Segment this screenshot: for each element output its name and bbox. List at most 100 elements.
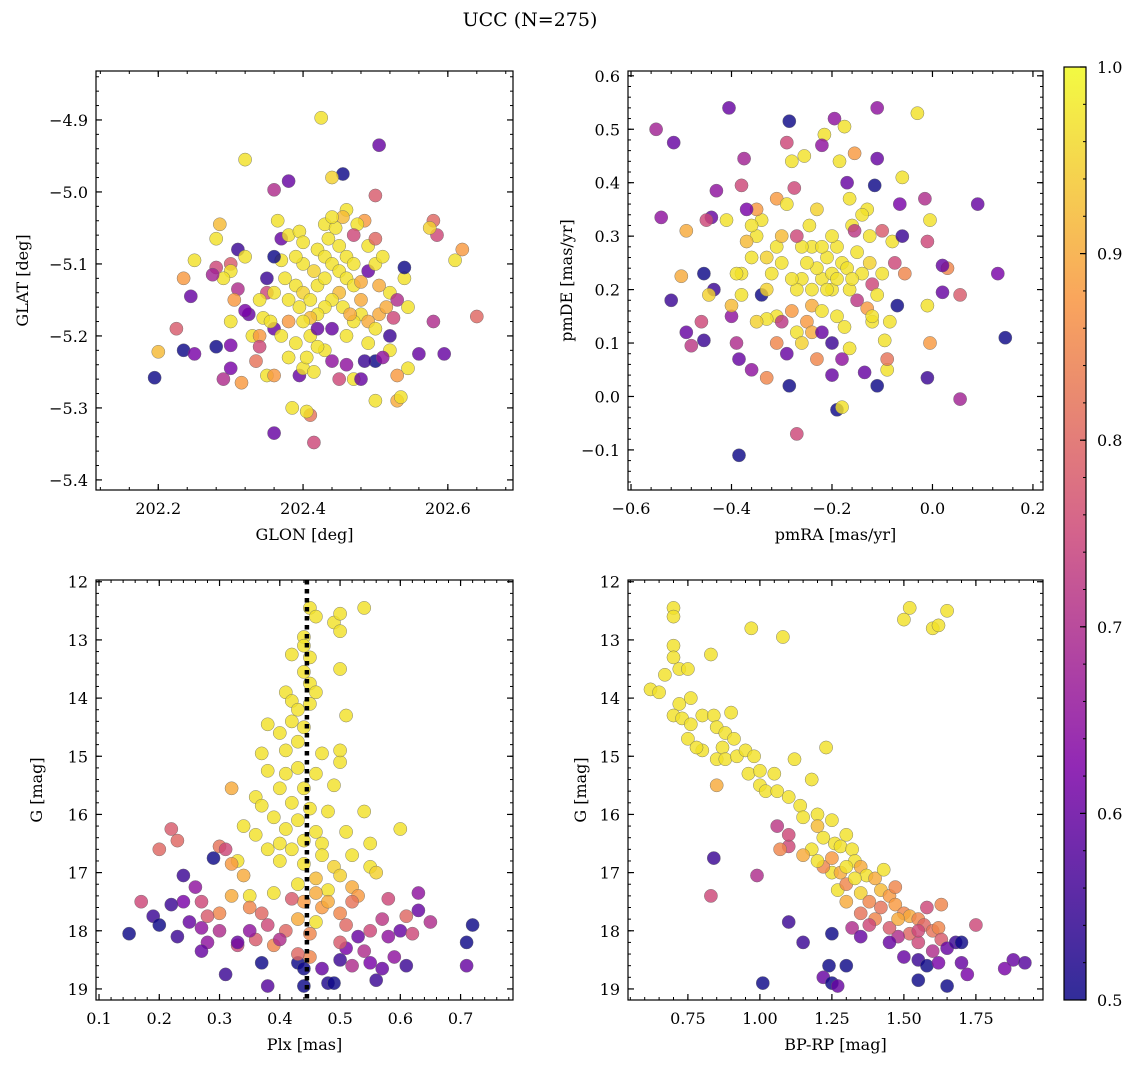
data-point: [238, 249, 252, 264]
data-point: [800, 256, 814, 270]
data-point: [369, 865, 384, 880]
data-point: [832, 154, 847, 169]
data-point: [853, 929, 868, 944]
data-point: [393, 924, 408, 938]
data-point: [704, 889, 718, 903]
data-point: [724, 705, 738, 720]
data-point: [820, 282, 834, 297]
data-point: [272, 836, 287, 851]
data-point: [773, 842, 787, 857]
data-point: [940, 979, 954, 993]
data-point: [888, 880, 903, 894]
y-tick-label: 0.2: [595, 281, 620, 300]
data-point: [855, 207, 869, 222]
data-point: [393, 822, 408, 836]
data-point: [782, 114, 797, 128]
data-point: [830, 309, 844, 324]
data-point: [654, 210, 669, 225]
data-point: [357, 601, 372, 615]
data-point: [810, 854, 825, 868]
data-point: [781, 828, 796, 842]
data-point: [238, 303, 252, 318]
subplot-3: 0.1 0.2 0.3 0.4 0.5 0.6 0.7 12 13 14 15 16 17 18 19 Plx…: [27, 573, 514, 1054]
data-point: [147, 370, 162, 385]
x-tick-label: −0.2: [813, 499, 852, 518]
data-point: [372, 278, 386, 293]
data-point: [274, 329, 289, 343]
data-point: [422, 221, 437, 235]
data-point: [780, 346, 794, 361]
data-point: [681, 662, 695, 676]
data-point: [868, 871, 882, 886]
data-point: [411, 903, 426, 918]
data-point: [890, 298, 905, 313]
data-point: [399, 958, 414, 973]
data-point: [853, 886, 868, 900]
data-point: [315, 746, 329, 761]
data-point: [187, 347, 202, 361]
data-point: [369, 973, 384, 988]
data-point: [785, 272, 799, 286]
data-point: [715, 740, 730, 755]
data-point: [267, 182, 281, 197]
data-point: [842, 341, 857, 356]
data-point: [920, 370, 935, 385]
data-point: [242, 900, 257, 915]
data-point: [345, 848, 359, 863]
y-axis-label: pmDE [mas/yr]: [557, 219, 576, 342]
data-point: [770, 819, 785, 833]
data-point: [877, 333, 892, 348]
data-point: [339, 357, 354, 372]
subplot-4: 0.75 1.00 1.25 1.50 1.75 12 13 14 15 16 17 18 19 BP-R…: [571, 573, 1044, 1054]
data-point: [709, 778, 724, 793]
data-point: [321, 894, 335, 909]
axes-frame: [95, 70, 514, 491]
data-point: [249, 354, 263, 368]
data-point: [291, 947, 305, 961]
data-point: [867, 178, 882, 193]
data-point: [325, 170, 339, 185]
data-point: [386, 311, 401, 325]
data-point: [260, 717, 275, 732]
data-point: [321, 883, 335, 897]
data-point: [223, 314, 238, 329]
data-point: [351, 929, 365, 944]
y-tick-label: 12: [600, 573, 620, 592]
data-point: [297, 781, 311, 796]
data-point: [291, 761, 305, 775]
data-point: [739, 234, 754, 249]
data-point: [734, 178, 749, 193]
data-point: [883, 314, 897, 329]
data-point: [248, 828, 263, 842]
data-point: [390, 293, 405, 307]
data-point: [284, 842, 299, 857]
data-point: [758, 784, 773, 799]
data-point: [702, 288, 716, 302]
data-point: [862, 894, 877, 909]
x-axis-label: Plx [mas]: [267, 1035, 342, 1054]
data-point: [759, 370, 774, 385]
data-point: [697, 266, 711, 281]
y-tick-label: 12: [68, 573, 88, 592]
data-point: [270, 213, 285, 228]
data-point: [325, 321, 339, 336]
data-point: [684, 717, 698, 732]
y-tick-label: 17: [600, 864, 620, 883]
data-point: [333, 624, 347, 639]
data-point: [339, 329, 354, 343]
data-point: [744, 362, 759, 377]
y-tick-label: −5.3: [49, 399, 88, 418]
data-point: [684, 338, 699, 353]
data-point: [379, 300, 394, 314]
x-tick-label: 202.4: [280, 499, 326, 518]
data-point: [354, 372, 368, 386]
y-tick-label: −5.2: [49, 327, 88, 346]
axes-frame: [627, 579, 1044, 1001]
data-point: [724, 298, 739, 313]
data-point: [895, 229, 910, 243]
data-point: [898, 266, 912, 281]
data-point: [315, 836, 329, 851]
data-point: [206, 851, 221, 865]
data-point: [815, 138, 829, 153]
data-point: [333, 662, 347, 676]
